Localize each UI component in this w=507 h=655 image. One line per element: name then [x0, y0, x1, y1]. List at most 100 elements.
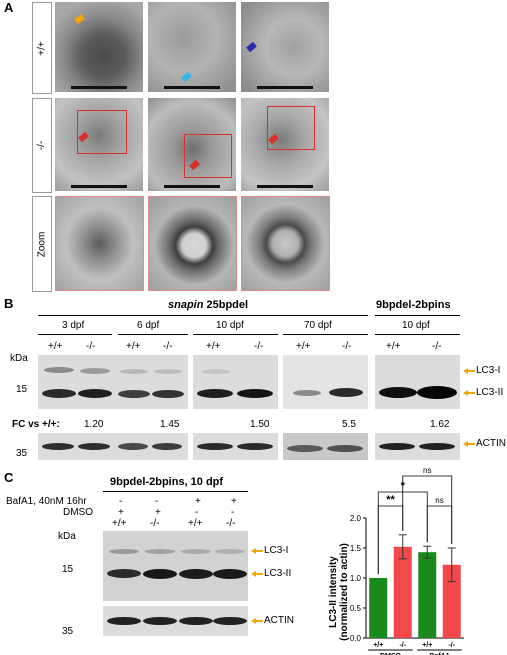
lc3-ii-bar-chart: LC3-II intensity(normalized to actin) 0.… [328, 466, 464, 655]
em-image-ko-1 [55, 98, 143, 191]
marker-15: 15 [62, 564, 74, 575]
genotype-label: +/+ [296, 341, 311, 352]
blot-actin-9bp [375, 433, 460, 460]
dmso-sign: - [195, 507, 199, 518]
fc-value: 1.20 [84, 419, 104, 430]
panel-c-label: C [4, 470, 14, 485]
timepoint-label: 70 dpf [304, 320, 332, 331]
genotype-label: -/- [163, 341, 173, 352]
scale-bar [70, 185, 128, 188]
blot-lc3-9bp [375, 355, 460, 409]
arrow-icon [463, 441, 468, 447]
arrow-icon [251, 618, 256, 624]
zoom-region-box [184, 134, 232, 178]
genotype-label: -/- [342, 341, 352, 352]
blot-lc3-3-6dpf [38, 355, 188, 409]
fc-label: FC vs +/+: [12, 419, 60, 430]
blot-actin-70dpf [283, 433, 368, 460]
y-tick-label: 0.5 [350, 604, 362, 613]
bafa1-sign: - [119, 496, 123, 507]
fc-value: 1.62 [430, 419, 450, 430]
genotype-label: -/- [432, 341, 442, 352]
genotype-label: +/+ [188, 518, 203, 529]
y-tick-label: 2.0 [350, 514, 362, 523]
title-underline [375, 315, 460, 316]
bar [393, 546, 412, 638]
arrow-line [255, 573, 263, 575]
group-label: DMSO [380, 653, 402, 655]
marker-15: 15 [16, 384, 28, 395]
y-label-line: LC3-II intensity [328, 556, 339, 628]
blot-c-lc3 [103, 531, 248, 601]
lc3-i-label: LC3-I [476, 365, 501, 376]
blot-c-title: 9bpdel-2bpins, 10 dpf [110, 476, 224, 488]
x-tick-label: -/- [399, 642, 406, 649]
timepoint-label: 10 dpf [216, 320, 244, 331]
fc-value: 5.5 [342, 419, 356, 430]
blot-lc3-70dpf [283, 355, 368, 409]
bar [442, 564, 461, 638]
genotype-label: -/- [150, 518, 160, 529]
actin-label: ACTIN [264, 615, 294, 626]
timepoint-label: 10 dpf [402, 320, 430, 331]
row-label-zoom: Zoom [32, 196, 52, 292]
actin-label: ACTIN [476, 438, 506, 449]
genotype-label: +/+ [206, 341, 221, 352]
timepoint-underline [38, 334, 112, 335]
blot-lc3-10dpf [193, 355, 278, 409]
em-zoom-3 [241, 196, 330, 291]
x-tick-label: +/+ [422, 642, 432, 649]
significance-bracket [402, 475, 453, 544]
panel-a-label: A [4, 0, 14, 15]
arrow-line [255, 550, 263, 552]
timepoint-label: 6 dpf [137, 320, 160, 331]
significance-label: ** [386, 494, 395, 506]
blot-c-actin [103, 606, 248, 636]
y-tick-label: 0.0 [350, 634, 362, 643]
kda-label: kDa [58, 531, 76, 542]
em-image-wt-1 [55, 2, 143, 92]
bafa1-sign: + [231, 496, 237, 507]
zoom-region-box [77, 110, 127, 154]
arrow-icon [251, 548, 256, 554]
timepoint-label: 3 dpf [62, 320, 85, 331]
x-tick-label: +/+ [373, 642, 383, 649]
timepoint-underline [375, 334, 460, 335]
marker-35: 35 [16, 448, 28, 459]
cyan-arrow-icon [181, 71, 192, 83]
genotype-label: +/+ [386, 341, 401, 352]
group-label: BafA1 [429, 653, 449, 655]
genotype-label: -/- [226, 518, 236, 529]
scale-bar [70, 86, 128, 89]
scale-bar [163, 185, 221, 188]
title-underline [103, 491, 248, 492]
genotype-label: -/- [254, 341, 264, 352]
bafa1-sign: - [155, 496, 159, 507]
em-image-ko-2 [148, 98, 236, 191]
bafa1-row-label: BafA1, 40nM 16hr [6, 496, 87, 507]
em-zoom-2 [148, 196, 237, 291]
em-image-wt-3 [241, 2, 329, 92]
significance-label: ns [423, 466, 431, 475]
blot-actin-3-6dpf [38, 433, 188, 460]
genotype-label: +/+ [48, 341, 63, 352]
fc-value: 1.45 [160, 419, 180, 430]
genotype-label: -/- [86, 341, 96, 352]
marker-35: 35 [62, 626, 74, 637]
timepoint-underline [118, 334, 188, 335]
x-tick-label: -/- [448, 642, 455, 649]
blue-arrow-icon [246, 41, 257, 53]
lc3-ii-label: LC3-II [476, 387, 504, 398]
title-underline [38, 315, 368, 316]
blot-b-title: snapin 25bpdel [168, 299, 249, 311]
arrow-line [255, 620, 263, 622]
arrow-line [467, 392, 475, 394]
significance-bracket [426, 505, 453, 544]
chart-significance: ** ns*ns [377, 466, 453, 574]
scale-bar [256, 86, 314, 89]
em-zoom-1 [55, 196, 144, 291]
bafa1-sign: + [195, 496, 201, 507]
lc3-ii-label: LC3-II [264, 568, 292, 579]
dmso-sign: + [155, 507, 161, 518]
kda-label: kDa [10, 353, 28, 364]
